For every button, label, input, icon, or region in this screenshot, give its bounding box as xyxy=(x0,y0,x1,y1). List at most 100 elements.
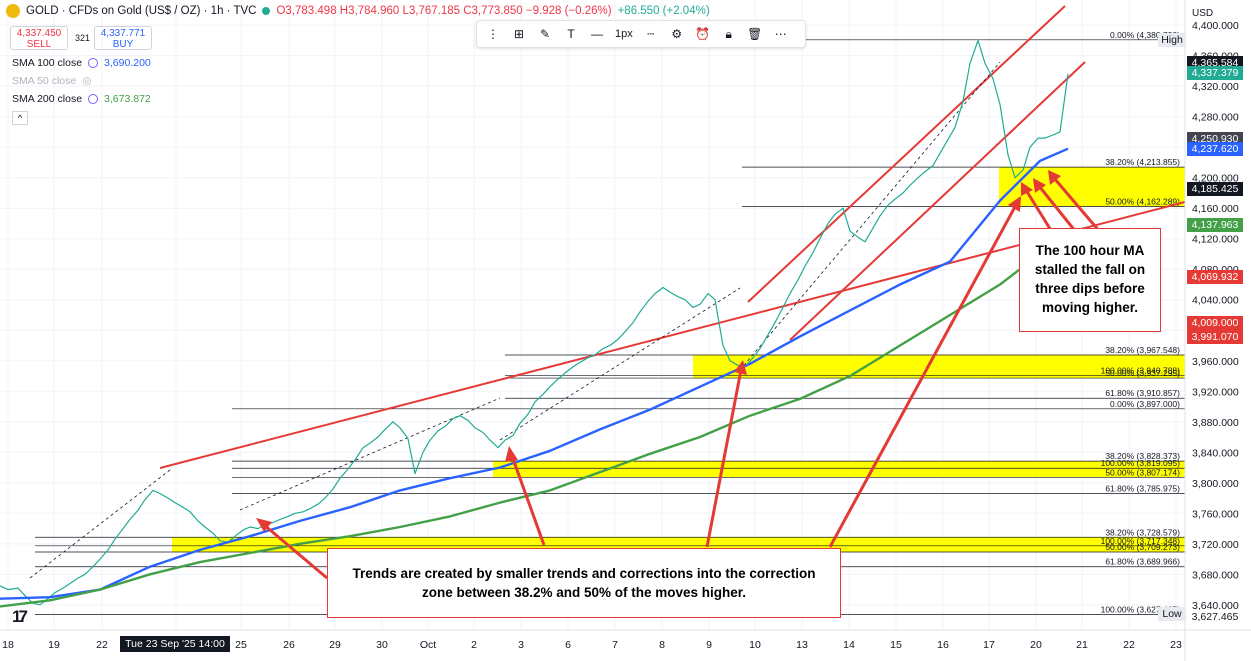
y-tick-label: 4,200.000 xyxy=(1192,173,1239,185)
alert-icon[interactable]: ⏰ xyxy=(695,27,711,41)
text-color-icon[interactable]: T xyxy=(567,27,575,41)
line-width-label[interactable]: 1px xyxy=(615,28,633,40)
callout-100hr-ma: The 100 hour MA stalled the fall on thre… xyxy=(1019,228,1161,332)
x-tick-label: 10 xyxy=(749,639,761,651)
x-tick-label: 2 xyxy=(471,639,477,651)
correction-zone xyxy=(693,355,1185,379)
chart-header: GOLD · CFDs on Gold (US$ / OZ) · 1h · TV… xyxy=(6,4,710,18)
trend-lines xyxy=(29,5,1186,579)
trash-icon[interactable]: 🗑︎ xyxy=(747,27,763,41)
x-tick-label: 25 xyxy=(235,639,247,651)
dash-style-icon[interactable]: ┄ xyxy=(647,27,655,41)
more-icon[interactable]: ⋯ xyxy=(774,27,787,41)
lock-icon[interactable]: 🔒︎ xyxy=(725,26,732,41)
x-tick-label: 20 xyxy=(1030,639,1042,651)
x-tick-label: 26 xyxy=(283,639,295,651)
settings-icon[interactable] xyxy=(88,58,99,68)
buy-price: 4,337.771 xyxy=(100,28,146,39)
y-tick-label: 3,880.000 xyxy=(1192,417,1239,429)
gold-logo-icon xyxy=(6,4,20,18)
line-style-icon[interactable]: — xyxy=(591,27,603,41)
x-tick-label: 15 xyxy=(890,639,902,651)
fib-label: 38.20% (3,967.548) xyxy=(1105,345,1180,355)
sell-label: SELL xyxy=(26,39,52,50)
x-tick-label: 22 xyxy=(1123,639,1135,651)
x-tick-label: 29 xyxy=(329,639,341,651)
y-tick-label: 3,920.000 xyxy=(1192,386,1239,398)
indicator-value: 3,690.200 xyxy=(104,57,151,69)
low-value: L3,767.185 xyxy=(402,5,461,17)
x-tick-label: 22 xyxy=(96,639,108,651)
correction-zone xyxy=(999,167,1185,207)
y-tick-label: 3,760.000 xyxy=(1192,508,1239,520)
arrow-6 xyxy=(1037,185,1078,233)
price-label: High xyxy=(1158,32,1186,47)
crosshair-date-badge: Tue 23 Sep '25 14:00 xyxy=(120,636,230,652)
arrow-1-head xyxy=(256,518,272,532)
fib-label: 0.00% (3,897.000) xyxy=(1110,399,1180,409)
y-tick-label: 3,840.000 xyxy=(1192,447,1239,459)
settings-icon[interactable] xyxy=(88,94,99,104)
eye-hidden-icon[interactable]: ◎ xyxy=(82,75,92,87)
indicator-sma200[interactable]: SMA 200 close 3,673.872 xyxy=(12,93,151,105)
arrow-1 xyxy=(262,522,328,580)
sma-line-200 xyxy=(0,237,1069,608)
spread-value: 321 xyxy=(75,33,91,43)
y-tick-label: 4,160.000 xyxy=(1192,203,1239,215)
fib-label: 38.20% (3,728.579) xyxy=(1105,527,1180,537)
fib-label: 50.00% (3,937.295) xyxy=(1105,368,1180,378)
drag-handle-icon[interactable]: ⋮ xyxy=(487,27,499,41)
indicator-sma50[interactable]: SMA 50 close ◎ xyxy=(12,75,91,87)
arrow-5-head xyxy=(1021,182,1033,196)
sell-button[interactable]: 4,337.450 SELL xyxy=(10,26,68,50)
arrow-5 xyxy=(1024,189,1054,233)
fib-label: 61.80% (3,910.857) xyxy=(1105,388,1180,398)
currency-label[interactable]: USD xyxy=(1192,8,1214,19)
x-tick-label: 23 xyxy=(1170,639,1182,651)
x-tick-label: 18 xyxy=(2,639,14,651)
x-tick-label: 3 xyxy=(518,639,524,651)
collapse-indicators-button[interactable]: ^ xyxy=(12,111,28,125)
price-label: 4,137.963 xyxy=(1187,218,1243,233)
y-tick-label: 4,320.000 xyxy=(1192,81,1239,93)
price-label: 4,009.000 xyxy=(1187,316,1243,331)
arrow-7-head xyxy=(1048,170,1061,185)
price-label: 3,627.465 xyxy=(1187,610,1243,625)
x-tick-label: 14 xyxy=(843,639,855,651)
x-tick-label: 8 xyxy=(659,639,665,651)
buy-button[interactable]: 4,337.771 BUY xyxy=(94,26,152,50)
fibonacci-levels: 0.00% (4,380.790) 38.20% (4,213.855) 50.00… xyxy=(35,30,1185,615)
price-label: Low xyxy=(1158,607,1186,622)
fib-label: 100.00% (3,717.348) xyxy=(1101,536,1181,546)
symbol-title[interactable]: GOLD · CFDs on Gold (US$ / OZ) · 1h · TV… xyxy=(26,5,257,17)
arrow-6-head xyxy=(1033,178,1046,193)
y-tick-label: 4,400.000 xyxy=(1192,20,1239,32)
y-tick-label: 4,120.000 xyxy=(1192,234,1239,246)
fib-label: 0.00% (4,380.790) xyxy=(1110,30,1180,40)
y-tick-label: 3,640.000 xyxy=(1192,600,1239,612)
x-tick-label: 9 xyxy=(706,639,712,651)
arrow-2-head xyxy=(505,446,518,462)
indicator-value: 3,673.872 xyxy=(104,93,151,105)
change-value: −9.928 (−0.26%) xyxy=(525,5,612,17)
trendline-dashed-1 xyxy=(29,469,171,579)
pen-color-icon[interactable]: ✎ xyxy=(539,27,551,41)
settings-icon[interactable]: ⚙ xyxy=(671,27,683,41)
fib-label: 50.00% (3,807.174) xyxy=(1105,467,1180,477)
grid xyxy=(0,0,1185,630)
fib-label: 61.80% (3,689.966) xyxy=(1105,557,1180,567)
ohlc-values: O3,783.498 H3,784.960 L3,767.185 C3,773.… xyxy=(276,5,611,17)
y-tick-label: 4,280.000 xyxy=(1192,112,1239,124)
x-tick-label: 13 xyxy=(796,639,808,651)
x-tick-label: Oct xyxy=(420,639,436,651)
fib-label: 100.00% (3,819.095) xyxy=(1101,458,1181,468)
price-label: 4,237.620 xyxy=(1187,142,1243,157)
arrow-7 xyxy=(1052,177,1102,233)
sma-line-100 xyxy=(0,147,1069,600)
indicator-sma100[interactable]: SMA 100 close 3,690.200 xyxy=(12,57,151,69)
template-icon[interactable]: ⊞ xyxy=(513,27,525,41)
extra-change: +86.550 (+2.04%) xyxy=(617,5,710,17)
price-line xyxy=(0,39,1069,606)
arrow-3 xyxy=(705,369,743,548)
